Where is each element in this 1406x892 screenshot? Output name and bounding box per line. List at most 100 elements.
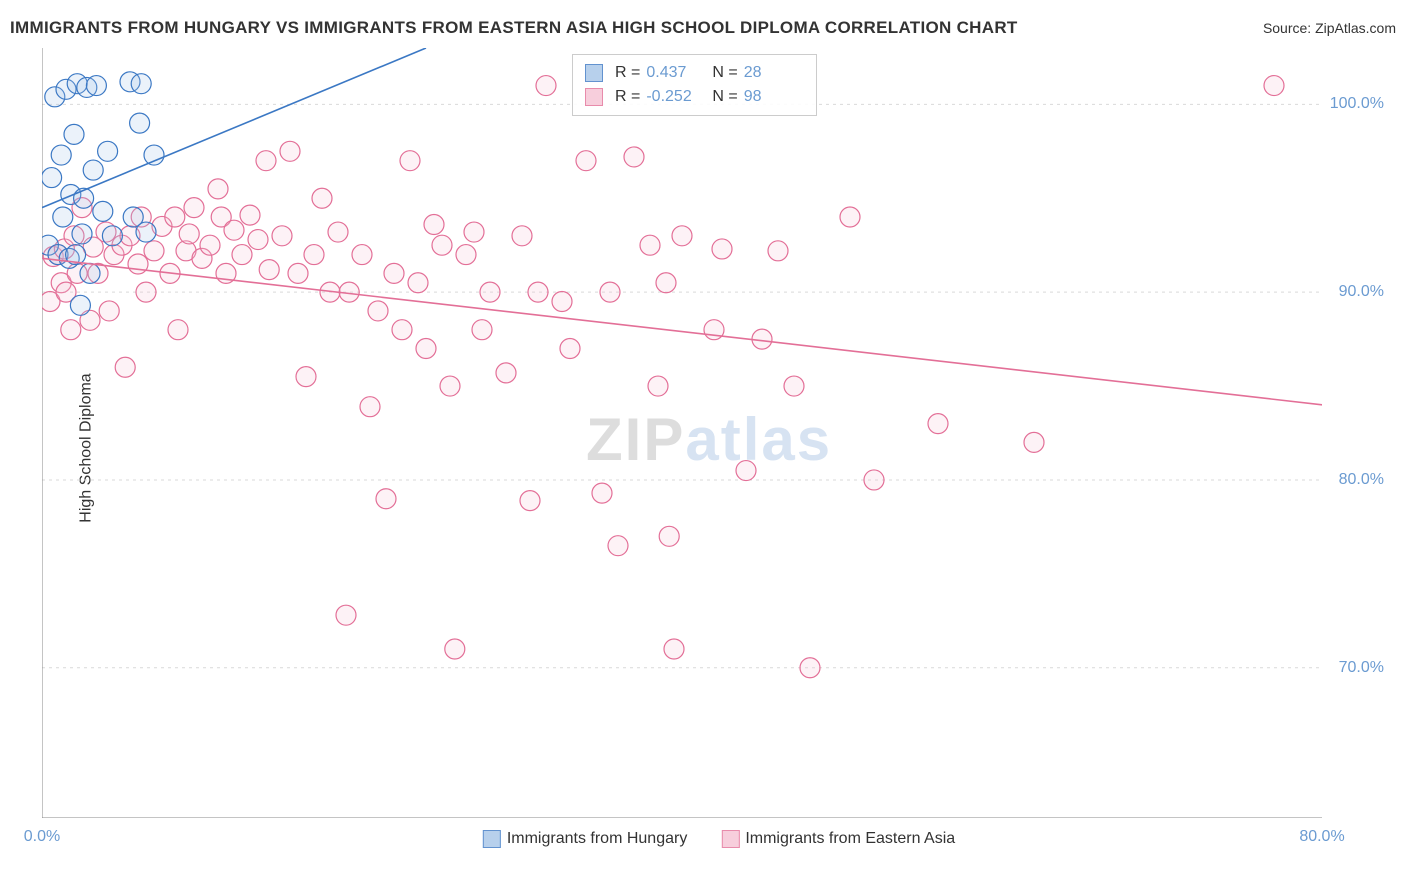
legend-label: Immigrants from Eastern Asia bbox=[745, 830, 955, 847]
r-label: R = bbox=[615, 88, 640, 106]
data-point bbox=[130, 113, 150, 133]
data-point bbox=[184, 198, 204, 218]
data-point bbox=[400, 151, 420, 171]
data-point bbox=[640, 235, 660, 255]
data-point bbox=[83, 160, 103, 180]
data-point bbox=[576, 151, 596, 171]
data-point bbox=[480, 282, 500, 302]
chart-area: High School Diploma ZIPatlas 70.0%80.0%9… bbox=[42, 48, 1396, 848]
y-tick-label: 80.0% bbox=[1339, 471, 1384, 489]
legend-label: Immigrants from Hungary bbox=[507, 830, 688, 847]
data-point bbox=[179, 224, 199, 244]
data-point bbox=[672, 226, 692, 246]
data-point bbox=[328, 222, 348, 242]
legend-swatch bbox=[585, 64, 603, 82]
data-point bbox=[352, 245, 372, 265]
data-point bbox=[144, 145, 164, 165]
data-point bbox=[72, 224, 92, 244]
data-point bbox=[624, 147, 644, 167]
chart-title: IMMIGRANTS FROM HUNGARY VS IMMIGRANTS FR… bbox=[10, 18, 1018, 38]
data-point bbox=[86, 76, 106, 96]
n-value: 28 bbox=[744, 64, 804, 82]
legend-swatch bbox=[585, 88, 603, 106]
data-point bbox=[784, 376, 804, 396]
data-point bbox=[80, 263, 100, 283]
data-point bbox=[99, 301, 119, 321]
data-point bbox=[536, 76, 556, 96]
data-point bbox=[288, 263, 308, 283]
data-point bbox=[600, 282, 620, 302]
data-point bbox=[560, 338, 580, 358]
data-point bbox=[520, 491, 540, 511]
legend-swatch bbox=[483, 830, 501, 848]
data-point bbox=[552, 292, 572, 312]
data-point bbox=[424, 215, 444, 235]
data-point bbox=[136, 282, 156, 302]
data-point bbox=[840, 207, 860, 227]
data-point bbox=[368, 301, 388, 321]
data-point bbox=[472, 320, 492, 340]
stats-row: R = 0.437 N = 28 bbox=[585, 61, 804, 85]
data-point bbox=[240, 205, 260, 225]
data-point bbox=[200, 235, 220, 255]
scatter-plot bbox=[42, 48, 1322, 818]
n-label: N = bbox=[712, 88, 737, 106]
data-point bbox=[736, 461, 756, 481]
trend-line bbox=[42, 48, 426, 208]
data-point bbox=[496, 363, 516, 383]
data-point bbox=[432, 235, 452, 255]
data-point bbox=[928, 414, 948, 434]
series-legend: Immigrants from Hungary Immigrants from E… bbox=[483, 830, 955, 848]
r-value: 0.437 bbox=[646, 64, 706, 82]
title-bar: IMMIGRANTS FROM HUNGARY VS IMMIGRANTS FR… bbox=[10, 18, 1396, 38]
data-point bbox=[98, 141, 118, 161]
data-point bbox=[208, 179, 228, 199]
data-point bbox=[656, 273, 676, 293]
data-point bbox=[408, 273, 428, 293]
y-tick-label: 100.0% bbox=[1330, 95, 1384, 113]
data-point bbox=[608, 536, 628, 556]
data-point bbox=[752, 329, 772, 349]
data-point bbox=[70, 295, 90, 315]
data-point bbox=[144, 241, 164, 261]
data-point bbox=[1264, 76, 1284, 96]
data-point bbox=[464, 222, 484, 242]
data-point bbox=[800, 658, 820, 678]
data-point bbox=[712, 239, 732, 259]
data-point bbox=[128, 254, 148, 274]
data-point bbox=[416, 338, 436, 358]
data-point bbox=[53, 207, 73, 227]
data-point bbox=[280, 141, 300, 161]
data-point bbox=[456, 245, 476, 265]
y-tick-label: 70.0% bbox=[1339, 659, 1384, 677]
data-point bbox=[312, 188, 332, 208]
data-point bbox=[304, 245, 324, 265]
data-point bbox=[165, 207, 185, 227]
y-tick-label: 90.0% bbox=[1339, 283, 1384, 301]
data-point bbox=[384, 263, 404, 283]
r-label: R = bbox=[615, 64, 640, 82]
n-value: 98 bbox=[744, 88, 804, 106]
data-point bbox=[248, 230, 268, 250]
legend-item: Immigrants from Eastern Asia bbox=[721, 830, 955, 848]
n-label: N = bbox=[712, 64, 737, 82]
data-point bbox=[93, 201, 113, 221]
data-point bbox=[864, 470, 884, 490]
data-point bbox=[232, 245, 252, 265]
data-point bbox=[376, 489, 396, 509]
data-point bbox=[659, 526, 679, 546]
data-point bbox=[768, 241, 788, 261]
data-point bbox=[392, 320, 412, 340]
stats-legend: R =0.437N =28R =-0.252N =98 bbox=[572, 54, 817, 116]
data-point bbox=[61, 320, 81, 340]
data-point bbox=[168, 320, 188, 340]
data-point bbox=[42, 168, 62, 188]
data-point bbox=[296, 367, 316, 387]
legend-swatch bbox=[721, 830, 739, 848]
trend-line bbox=[42, 258, 1322, 404]
data-point bbox=[51, 145, 71, 165]
data-point bbox=[102, 226, 122, 246]
data-point bbox=[259, 260, 279, 280]
data-point bbox=[528, 282, 548, 302]
data-point bbox=[648, 376, 668, 396]
